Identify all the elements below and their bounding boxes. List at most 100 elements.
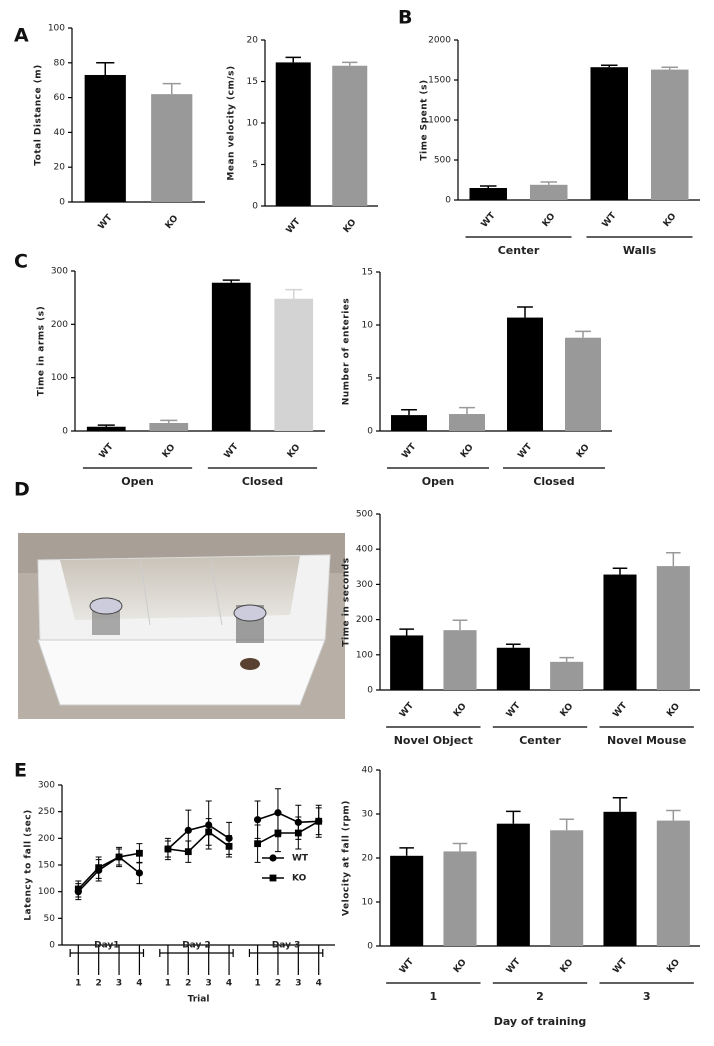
error-bar bbox=[285, 56, 301, 63]
y-tick-label: 60 bbox=[54, 93, 66, 103]
group-label: Center bbox=[519, 734, 561, 747]
bar bbox=[603, 811, 637, 946]
y-tick-label: 15 bbox=[247, 77, 258, 87]
y-tick-label: 150 bbox=[38, 861, 55, 871]
error-bar bbox=[97, 424, 115, 427]
bar bbox=[86, 426, 126, 431]
bar bbox=[550, 830, 584, 946]
y-tick-label: 200 bbox=[51, 320, 68, 330]
x-tick-label: WT bbox=[480, 210, 499, 229]
y-tick-label: 50 bbox=[44, 914, 56, 924]
y-tick-label: 400 bbox=[356, 545, 373, 555]
bar bbox=[656, 566, 690, 690]
group-label: 3 bbox=[643, 990, 651, 1003]
bar bbox=[151, 94, 193, 202]
error-bar bbox=[666, 551, 681, 567]
x-tick-label: 4 bbox=[136, 979, 142, 989]
x-tick-label: KO bbox=[559, 701, 576, 719]
y-tick-label: 20 bbox=[362, 854, 374, 864]
y-tick-label: 0 bbox=[367, 686, 373, 696]
error-bar bbox=[459, 406, 475, 415]
photo bbox=[18, 533, 345, 719]
bar bbox=[603, 574, 637, 690]
y-tick-label: 0 bbox=[367, 942, 373, 952]
panel-label: D bbox=[14, 479, 30, 501]
error-bar bbox=[612, 567, 628, 575]
point bbox=[164, 845, 172, 853]
x-tick-label: WT bbox=[400, 441, 419, 460]
point bbox=[115, 853, 123, 861]
bar bbox=[391, 415, 427, 431]
bar bbox=[565, 337, 601, 431]
y-tick-label: 10 bbox=[362, 898, 374, 908]
bar bbox=[390, 855, 424, 946]
error-bar bbox=[559, 656, 574, 662]
error-bar bbox=[661, 66, 679, 70]
x-tick-label: WT bbox=[398, 700, 417, 719]
bar bbox=[332, 65, 368, 206]
error-bar bbox=[401, 409, 417, 416]
error-bar bbox=[575, 330, 591, 338]
bar bbox=[449, 414, 485, 431]
x-tick-label: KO bbox=[662, 211, 679, 229]
error-bar bbox=[162, 82, 181, 95]
group-label: 1 bbox=[430, 990, 438, 1003]
bar bbox=[496, 647, 530, 690]
group-label: Center bbox=[498, 244, 540, 257]
series-line bbox=[77, 820, 320, 890]
y-tick-label: 250 bbox=[38, 807, 55, 817]
x-tick-label: KO bbox=[286, 442, 303, 460]
bar bbox=[656, 820, 690, 946]
y-tick-label: 5 bbox=[367, 374, 373, 384]
y-tick-label: 100 bbox=[48, 24, 65, 34]
x-tick-label: WT bbox=[98, 441, 117, 460]
error-bar bbox=[399, 847, 414, 856]
x-tick-label: WT bbox=[398, 956, 417, 975]
x-tick-label: KO bbox=[342, 217, 359, 235]
point bbox=[294, 829, 302, 837]
error-bar bbox=[452, 619, 468, 631]
x-tick-label: 1 bbox=[75, 979, 81, 989]
y-tick-label: 1500 bbox=[428, 76, 451, 86]
point bbox=[135, 869, 144, 877]
x-axis-label: Day of training bbox=[494, 1015, 587, 1028]
y-tick-label: 20 bbox=[247, 36, 259, 46]
y-tick-label: 10 bbox=[362, 321, 374, 331]
y-tick-label: 100 bbox=[38, 887, 55, 897]
x-tick-label: KO bbox=[161, 442, 178, 460]
y-tick-label: 1000 bbox=[428, 116, 451, 126]
error-bar bbox=[666, 809, 681, 821]
group-label: Open bbox=[422, 475, 455, 488]
group-label: Closed bbox=[242, 475, 283, 488]
y-axis-label: Time in arms (s) bbox=[37, 306, 47, 396]
x-tick-label: KO bbox=[665, 701, 682, 719]
legend-label: KO bbox=[292, 874, 307, 884]
x-tick-label: WT bbox=[516, 441, 535, 460]
x-tick-label: 2 bbox=[185, 979, 191, 989]
panel-label: A bbox=[14, 25, 29, 47]
series-line bbox=[77, 811, 319, 893]
error-bar bbox=[540, 181, 558, 185]
bar bbox=[211, 282, 251, 431]
y-tick-label: 500 bbox=[434, 156, 451, 166]
y-tick-label: 0 bbox=[252, 202, 258, 212]
error-bar bbox=[285, 288, 303, 299]
point bbox=[225, 842, 233, 850]
group-label: Closed bbox=[533, 475, 574, 488]
bar bbox=[469, 188, 508, 200]
legend-label: WT bbox=[292, 854, 309, 864]
y-axis-label: Latency to fall (sec) bbox=[24, 809, 34, 920]
bar bbox=[443, 851, 477, 946]
y-axis-label: Velocity at fall (rpm) bbox=[342, 800, 352, 916]
x-tick-label: KO bbox=[559, 957, 576, 975]
x-tick-label: 4 bbox=[226, 979, 232, 989]
x-tick-label: 2 bbox=[96, 979, 102, 989]
bar bbox=[390, 635, 424, 690]
panel-label: C bbox=[14, 251, 28, 273]
x-tick-label: KO bbox=[575, 442, 592, 460]
point bbox=[205, 828, 213, 836]
y-tick-label: 40 bbox=[54, 128, 66, 138]
y-axis-label: Time in seconds bbox=[342, 557, 352, 646]
y-tick-label: 30 bbox=[362, 810, 374, 820]
x-tick-label: WT bbox=[611, 700, 630, 719]
